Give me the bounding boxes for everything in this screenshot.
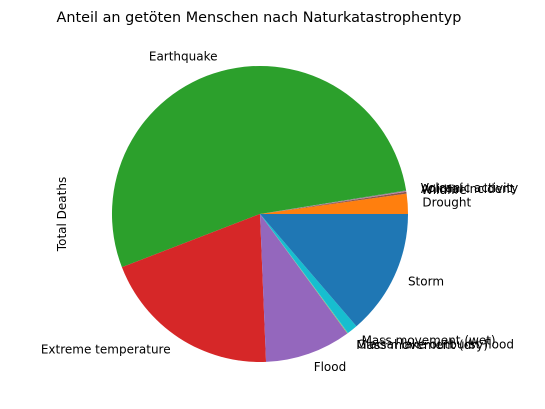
pie-label-7: Mass movement (dry): [356, 338, 488, 352]
pie-slice-2: [260, 191, 407, 214]
pie-slice-6: [260, 214, 348, 362]
pie-label-3: Volcanic activity: [421, 181, 519, 195]
pie-slice-8: [260, 214, 349, 334]
pie-slice-1: [260, 191, 407, 214]
chart-title: Anteil an getöten Menschen nach Naturkat…: [57, 10, 462, 26]
pie-slice-9: [260, 214, 357, 333]
pie-slice-4: [111, 65, 407, 268]
pie-label-10: Storm: [408, 274, 444, 288]
pie-label-2: Animal incident: [421, 182, 515, 196]
pie-slice-0: [260, 193, 408, 214]
pie-label-8: Glacial lake outburst flood: [357, 337, 514, 351]
pie-label-1: Wildfire: [421, 183, 467, 197]
pie-slice-7: [260, 214, 348, 334]
pie-label-0: Drought: [422, 195, 471, 209]
y-axis-label: Total Deaths: [55, 177, 69, 252]
pie-slice-10: [260, 214, 408, 327]
pie-slice-5: [121, 214, 267, 363]
pie-label-4: Earthquake: [149, 49, 218, 63]
pie-label-5: Extreme temperature: [41, 343, 171, 357]
pie-label-6: Flood: [314, 360, 347, 374]
pie-slice-3: [260, 190, 407, 214]
pie-slices: [111, 65, 408, 363]
pie-label-9: Mass movement (wet): [362, 334, 496, 348]
